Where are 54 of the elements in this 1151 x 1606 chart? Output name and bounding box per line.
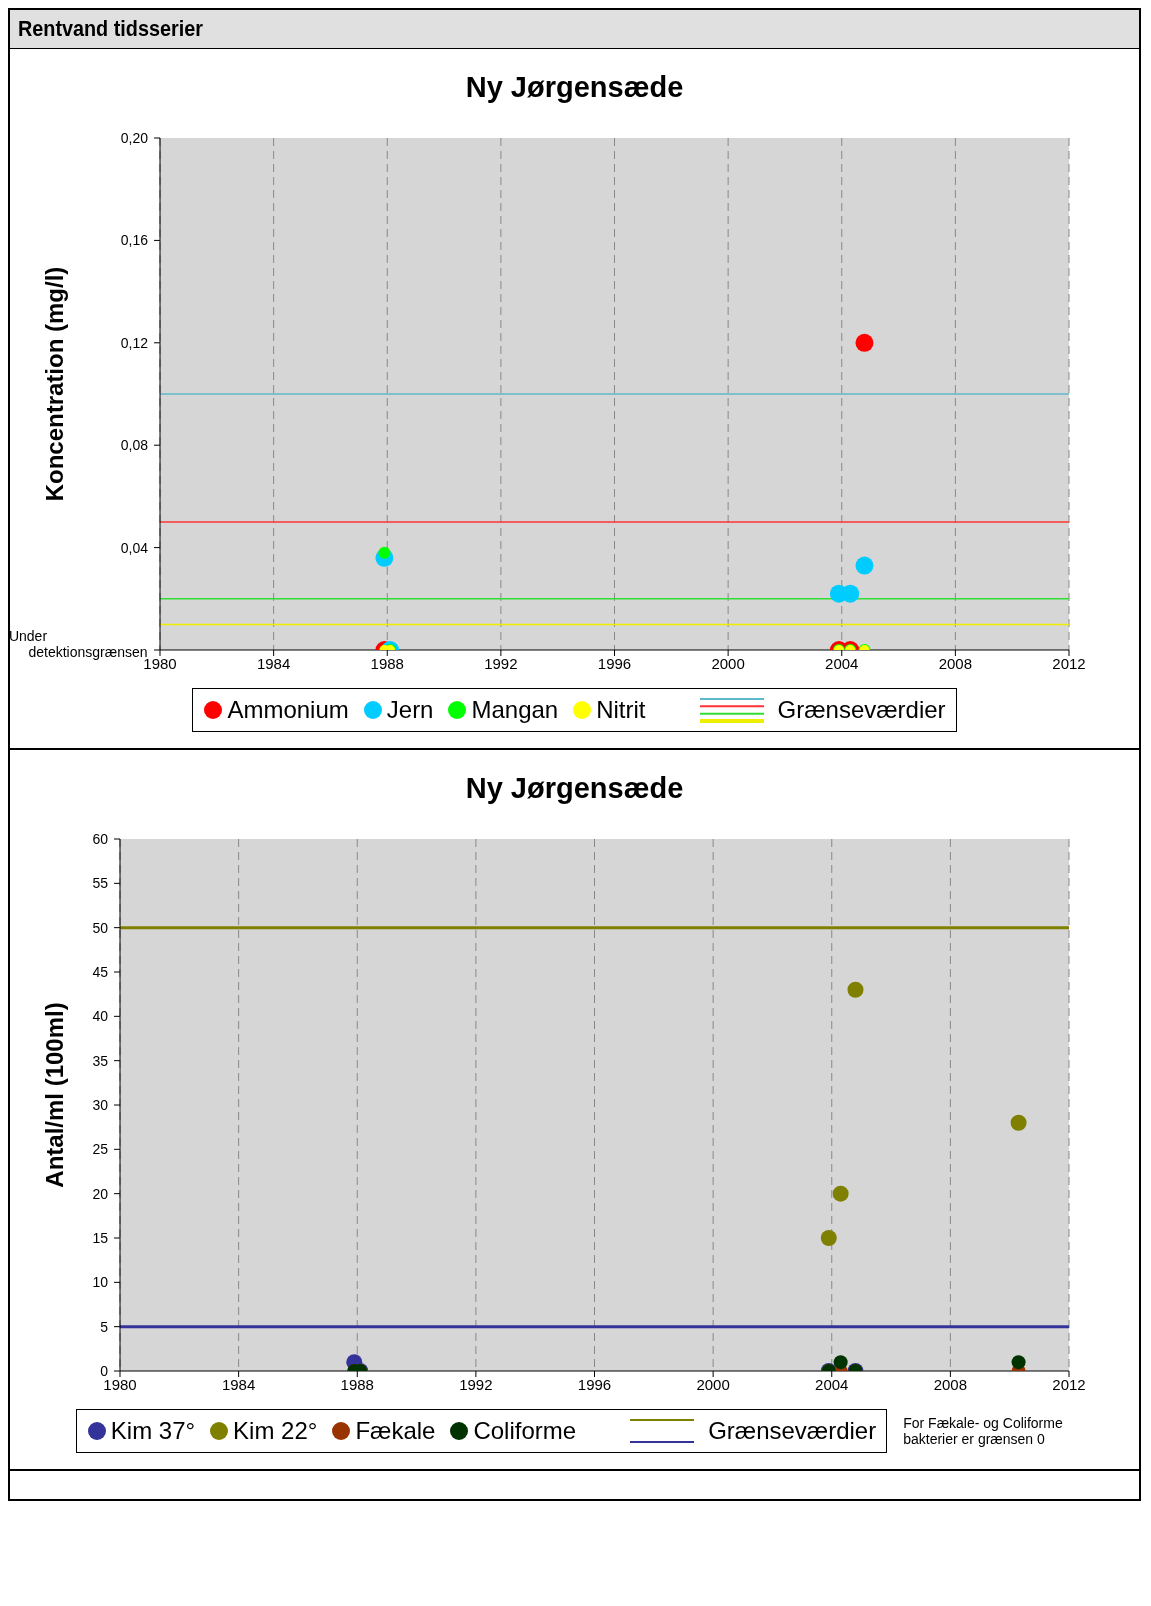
y-tick-label: 0,08 <box>120 437 149 454</box>
legend-label: Coliforme <box>473 1417 577 1445</box>
y-tick-label: 5 <box>100 1318 109 1335</box>
legend-label: Grænseværdier <box>777 696 946 724</box>
y-tick-label: 30 <box>92 1097 109 1113</box>
y-axis-title: Koncentration (mg/l) <box>41 266 69 502</box>
y-tick-label: 55 <box>92 875 109 892</box>
legend-label: Jern <box>386 696 434 724</box>
x-tick-label: 1996 <box>577 1375 612 1393</box>
x-tick-label: 1992 <box>484 654 518 672</box>
point <box>847 981 864 998</box>
x-tick-label: 1992 <box>459 1375 493 1393</box>
x-tick-label: 2008 <box>938 654 973 672</box>
y-tick-label: 0,20 <box>120 130 149 146</box>
text: Rentvand tidsserier <box>18 16 203 42</box>
legend-label: Ammonium <box>227 696 349 724</box>
y-tick-label: 60 <box>92 831 109 847</box>
y-axis-title: Antal/ml (100ml) <box>41 1002 69 1188</box>
x-tick-label: 1988 <box>370 654 404 672</box>
y-tick-label: 25 <box>92 1141 109 1158</box>
x-tick-label: 1988 <box>340 1375 374 1393</box>
y-tick-label: 0,16 <box>120 232 149 249</box>
x-tick-label: 2008 <box>933 1375 968 1393</box>
x-tick-label: 2012 <box>1052 1375 1086 1393</box>
y-tick-label: 0,12 <box>120 334 149 351</box>
x-tick-label: 2004 <box>815 1375 849 1393</box>
y-tick-label: 10 <box>92 1274 109 1291</box>
chart-title: Ny Jørgensæde <box>464 772 685 805</box>
y-tick-label: 40 <box>92 1008 109 1025</box>
x-tick-label: 1984 <box>221 1375 256 1393</box>
legend-label: Mangan <box>471 696 559 724</box>
chart-title: Ny Jørgensæde <box>464 71 685 104</box>
y-tick-label: 0,04 <box>120 539 149 556</box>
x-tick-label: 1984 <box>256 654 291 672</box>
x-tick-label: 2000 <box>696 1375 730 1393</box>
y-tick-label: 45 <box>92 964 109 980</box>
x-tick-label: 1996 <box>597 654 632 672</box>
legend-label: Fækale <box>355 1417 436 1445</box>
y-tick-label: 15 <box>92 1230 109 1246</box>
point <box>820 1230 837 1246</box>
y-tick-label: 50 <box>92 919 109 936</box>
x-tick-label: 2004 <box>825 654 859 672</box>
point <box>832 1185 849 1202</box>
x-tick-label: 2012 <box>1052 654 1086 672</box>
legend-label: Nitrit <box>596 696 646 724</box>
y-tick-label: 35 <box>92 1052 109 1069</box>
x-tick-label: 2000 <box>711 654 745 672</box>
y-tick-label: 20 <box>92 1185 109 1202</box>
text: For Fækale- og Coliforme bakterier er grænsen 0 <box>903 1415 1064 1447</box>
point <box>1010 1114 1027 1131</box>
legend-label: Grænseværdier <box>708 1417 877 1445</box>
legend-label: Kim 37° <box>110 1417 196 1445</box>
y-tick-label: Under detektionsgrænsen <box>8 628 148 660</box>
legend-label: Kim 22° <box>233 1417 318 1445</box>
